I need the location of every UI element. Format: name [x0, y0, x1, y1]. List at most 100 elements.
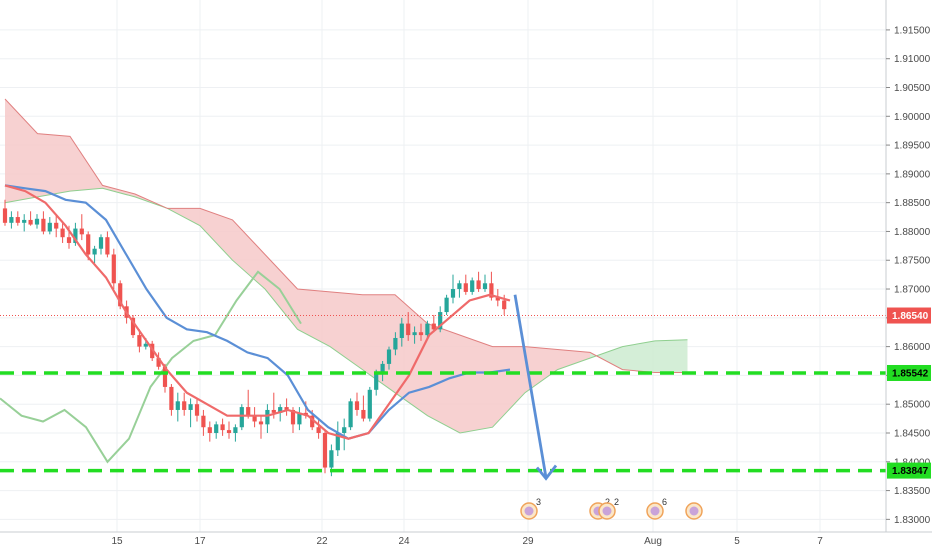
candle[interactable] — [79, 214, 84, 241]
candle[interactable] — [476, 271, 481, 292]
candle[interactable] — [393, 332, 398, 356]
candle[interactable] — [470, 277, 475, 295]
candle[interactable] — [188, 398, 193, 428]
y-tick-label: 1.90500 — [894, 83, 931, 94]
flag-icon — [650, 506, 660, 516]
y-tick-label: 1.89500 — [894, 141, 931, 152]
candle-body — [284, 407, 289, 410]
candle[interactable] — [118, 280, 123, 310]
candle-body — [162, 366, 168, 387]
candle-body — [252, 415, 257, 422]
candle[interactable] — [406, 312, 411, 341]
x-tick-label: 29 — [522, 536, 534, 547]
candle[interactable] — [361, 395, 366, 422]
candle[interactable] — [482, 274, 488, 292]
candle[interactable] — [444, 294, 449, 315]
candle-body — [444, 297, 449, 313]
candle-body — [41, 218, 46, 232]
candle[interactable] — [246, 389, 251, 419]
candle[interactable] — [60, 222, 65, 243]
candle[interactable] — [111, 248, 116, 290]
candle[interactable] — [130, 314, 136, 338]
event-count-label: 3 — [536, 497, 541, 507]
candle[interactable] — [175, 392, 180, 422]
candle[interactable] — [297, 407, 302, 431]
candle-body — [482, 283, 488, 290]
candle[interactable] — [22, 214, 27, 232]
candle[interactable] — [226, 421, 232, 439]
candle[interactable] — [105, 231, 110, 258]
candle[interactable] — [28, 211, 33, 226]
current-price-badge-text: 1.86540 — [892, 311, 929, 322]
candle[interactable] — [367, 386, 372, 422]
candle[interactable] — [194, 398, 200, 422]
candle[interactable] — [258, 415, 264, 439]
candle[interactable] — [412, 326, 417, 344]
economic-event-marker[interactable]: 2 — [598, 497, 619, 520]
candle[interactable] — [386, 346, 392, 370]
candle-body — [457, 283, 462, 290]
candle[interactable] — [156, 352, 161, 370]
candle[interactable] — [92, 245, 97, 264]
candle[interactable] — [348, 398, 353, 431]
candle[interactable] — [137, 329, 142, 353]
candle[interactable] — [98, 234, 104, 255]
candle[interactable] — [431, 314, 436, 333]
candle[interactable] — [335, 421, 340, 457]
y-tick-label: 1.85000 — [894, 400, 931, 411]
candle-body — [425, 323, 430, 336]
candle[interactable] — [34, 214, 40, 229]
candle-body — [361, 409, 366, 419]
economic-event-marker[interactable]: 3 — [520, 497, 541, 520]
candle-body — [156, 358, 161, 367]
candle[interactable] — [207, 421, 212, 442]
candle[interactable] — [322, 430, 328, 474]
candle-body — [214, 424, 219, 433]
candle[interactable] — [86, 231, 91, 261]
candle[interactable] — [233, 424, 238, 442]
cloud-segment-bearish — [37, 133, 70, 197]
level-price-badge-text: 1.85542 — [892, 368, 929, 379]
candle[interactable] — [284, 398, 289, 416]
candle[interactable] — [214, 421, 219, 439]
economic-event-marker[interactable]: 6 — [646, 497, 667, 520]
candle[interactable] — [450, 274, 456, 304]
candle[interactable] — [418, 323, 424, 341]
candle[interactable] — [2, 199, 8, 226]
candle-body — [54, 222, 59, 229]
candle[interactable] — [73, 222, 78, 246]
candle[interactable] — [380, 361, 385, 382]
candle[interactable] — [316, 418, 321, 439]
candle[interactable] — [354, 392, 360, 416]
candle[interactable] — [457, 280, 462, 298]
economic-event-marker[interactable] — [685, 502, 703, 520]
candle[interactable] — [438, 306, 443, 333]
candle[interactable] — [182, 392, 187, 416]
chikou-span — [0, 270, 302, 464]
current-price-badge — [887, 307, 931, 324]
candle-body — [399, 323, 404, 338]
candle[interactable] — [220, 418, 225, 436]
candle[interactable] — [169, 384, 174, 416]
candle[interactable] — [342, 418, 347, 451]
candle[interactable] — [265, 404, 270, 433]
candle[interactable] — [425, 320, 430, 338]
candle[interactable] — [252, 407, 257, 428]
candle-body — [502, 300, 507, 310]
candle[interactable] — [463, 274, 468, 295]
candle[interactable] — [41, 211, 46, 235]
candle-body — [220, 424, 225, 431]
candle[interactable] — [399, 317, 404, 347]
candle[interactable] — [47, 217, 52, 235]
candle[interactable] — [9, 211, 14, 229]
flag-icon — [602, 506, 612, 516]
candle[interactable] — [201, 409, 206, 436]
candle[interactable] — [54, 214, 59, 238]
candle-body — [258, 421, 264, 425]
candle[interactable] — [239, 404, 244, 431]
candle[interactable] — [15, 211, 20, 226]
